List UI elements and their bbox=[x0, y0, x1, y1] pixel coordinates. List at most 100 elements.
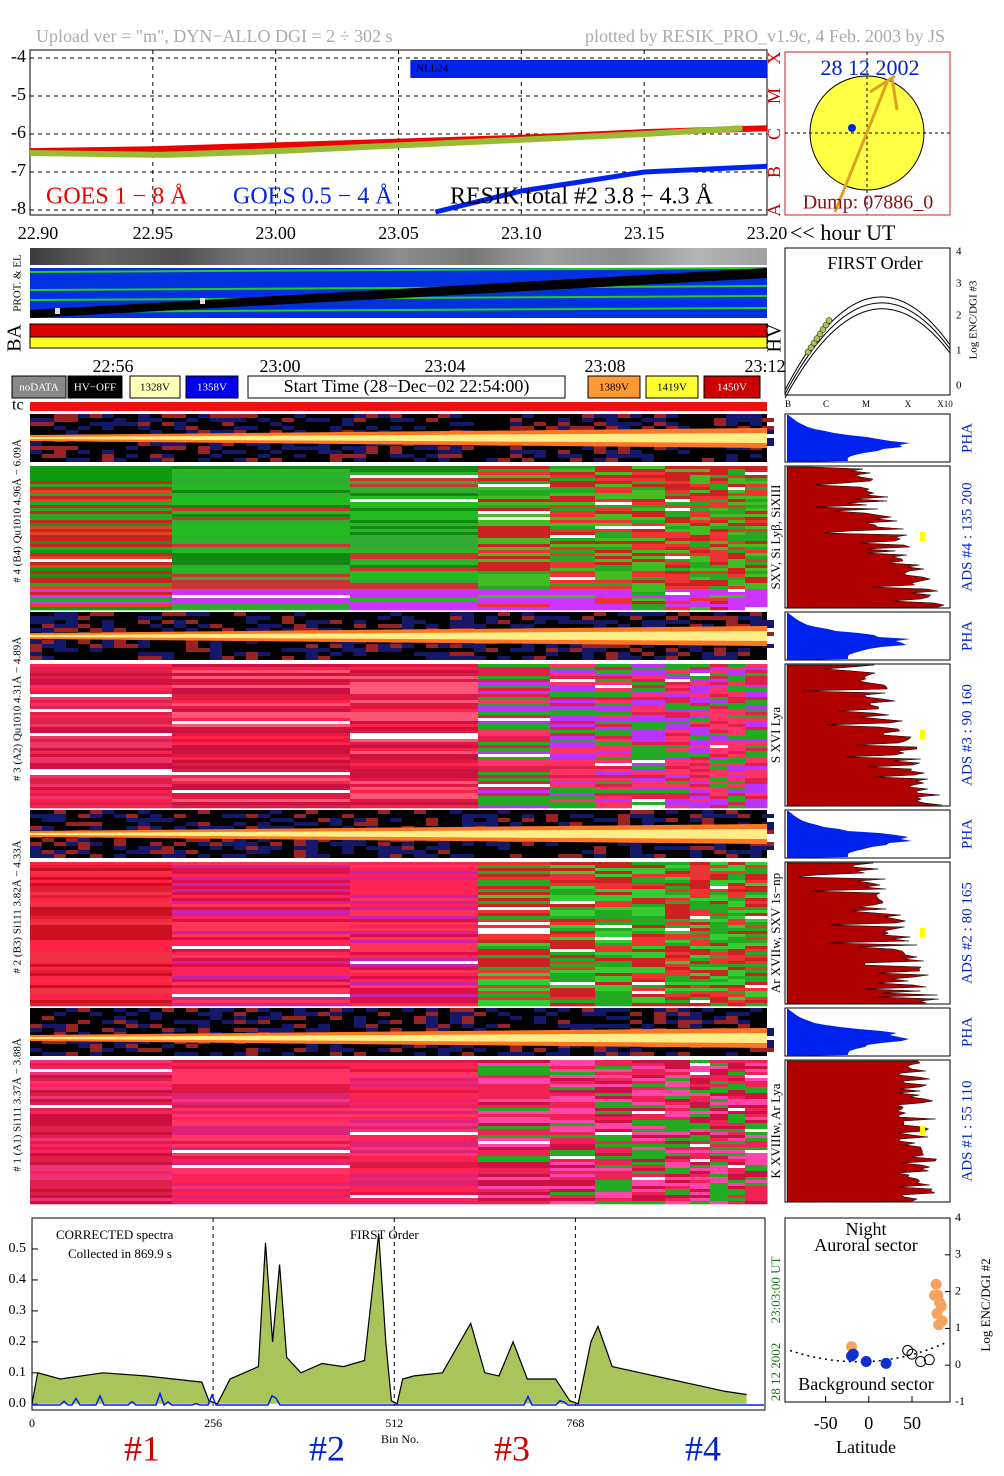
pha-cell bbox=[42, 628, 54, 632]
stripe bbox=[30, 913, 173, 917]
stripe bbox=[690, 967, 711, 971]
stripe bbox=[710, 1150, 729, 1154]
pha-cell bbox=[246, 620, 258, 624]
pha-cell bbox=[762, 1048, 774, 1052]
stripe bbox=[350, 763, 479, 767]
stripe bbox=[595, 766, 633, 770]
pha-cell bbox=[246, 640, 258, 644]
stripe bbox=[632, 670, 666, 674]
pha-cell bbox=[726, 454, 738, 458]
stripe bbox=[350, 1132, 479, 1136]
stripe bbox=[595, 469, 633, 473]
pha-cell bbox=[678, 1024, 690, 1028]
stripe bbox=[172, 604, 351, 608]
stripe bbox=[710, 688, 729, 692]
stripe bbox=[30, 994, 173, 998]
stripe bbox=[728, 1093, 746, 1097]
stripe bbox=[550, 871, 596, 875]
pha-cell bbox=[726, 414, 738, 418]
stripe bbox=[478, 754, 551, 758]
stripe bbox=[690, 1141, 711, 1145]
stripe bbox=[172, 748, 351, 752]
stripe bbox=[595, 1165, 633, 1169]
stripe bbox=[665, 466, 691, 470]
stripe bbox=[632, 1081, 666, 1085]
stripe bbox=[595, 529, 633, 533]
stripe bbox=[632, 1147, 666, 1151]
pha-cell bbox=[750, 1048, 762, 1052]
pha-cell bbox=[318, 1012, 330, 1016]
stripe bbox=[665, 484, 691, 488]
stripe bbox=[595, 1201, 633, 1205]
stripe bbox=[30, 541, 173, 545]
stripe bbox=[745, 1105, 768, 1109]
pha-cell bbox=[390, 850, 402, 854]
annotation: Auroral sector bbox=[814, 1235, 917, 1255]
stripe bbox=[728, 1198, 746, 1202]
stripe bbox=[632, 1108, 666, 1112]
stripe bbox=[710, 700, 729, 704]
pha-cell bbox=[510, 450, 522, 454]
stripe bbox=[478, 802, 551, 806]
stripe bbox=[690, 1114, 711, 1118]
stripe bbox=[172, 928, 351, 932]
stripe bbox=[30, 598, 173, 602]
stripe bbox=[478, 529, 551, 533]
stripe bbox=[350, 1144, 479, 1148]
gray-strip bbox=[30, 248, 767, 265]
pha-cell bbox=[654, 1020, 666, 1024]
stripe bbox=[745, 1126, 768, 1130]
pha-cell bbox=[750, 616, 762, 620]
stripe bbox=[632, 1000, 666, 1004]
pha-cell bbox=[606, 1048, 618, 1052]
stripe bbox=[745, 676, 768, 680]
stripe bbox=[478, 715, 551, 719]
stripe bbox=[710, 910, 729, 914]
stripe bbox=[172, 940, 351, 944]
stripe bbox=[595, 955, 633, 959]
stripe bbox=[478, 1189, 551, 1193]
stripe bbox=[350, 664, 479, 668]
stripe bbox=[172, 502, 351, 506]
stripe bbox=[690, 895, 711, 899]
stripe bbox=[550, 802, 596, 806]
pha-cell bbox=[654, 624, 666, 628]
stripe bbox=[632, 1069, 666, 1073]
stripe bbox=[550, 976, 596, 980]
pha-histogram bbox=[787, 1009, 910, 1056]
stripe bbox=[30, 910, 173, 914]
stripe bbox=[172, 718, 351, 722]
pha-cell bbox=[606, 454, 618, 458]
stripe bbox=[30, 577, 173, 581]
stripe bbox=[478, 769, 551, 773]
stripe bbox=[632, 886, 666, 890]
stripe bbox=[728, 1099, 746, 1103]
pha-cell bbox=[762, 1032, 774, 1036]
marker bbox=[55, 308, 60, 314]
pha-cell bbox=[30, 446, 42, 450]
stripe bbox=[478, 727, 551, 731]
stripe bbox=[30, 1111, 173, 1115]
stripe bbox=[550, 490, 596, 494]
stripe bbox=[30, 895, 173, 899]
stripe bbox=[350, 775, 479, 779]
stripe bbox=[728, 592, 746, 596]
stripe bbox=[550, 763, 596, 767]
pha-cell bbox=[222, 430, 234, 434]
pha-cell bbox=[426, 454, 438, 458]
stripe bbox=[478, 1192, 551, 1196]
pha-cell bbox=[186, 1008, 198, 1012]
pha-cell bbox=[498, 620, 510, 624]
stripe bbox=[690, 985, 711, 989]
pha-cell bbox=[594, 648, 606, 652]
pha-cell bbox=[642, 854, 654, 858]
x-tick-label: 23.20 bbox=[747, 223, 788, 243]
stripe bbox=[478, 1156, 551, 1160]
stripe bbox=[665, 784, 691, 788]
pha-cell bbox=[378, 624, 390, 628]
stripe bbox=[172, 1063, 351, 1067]
stripe bbox=[665, 979, 691, 983]
stripe bbox=[172, 571, 351, 575]
stripe bbox=[728, 553, 746, 557]
stripe bbox=[550, 940, 596, 944]
